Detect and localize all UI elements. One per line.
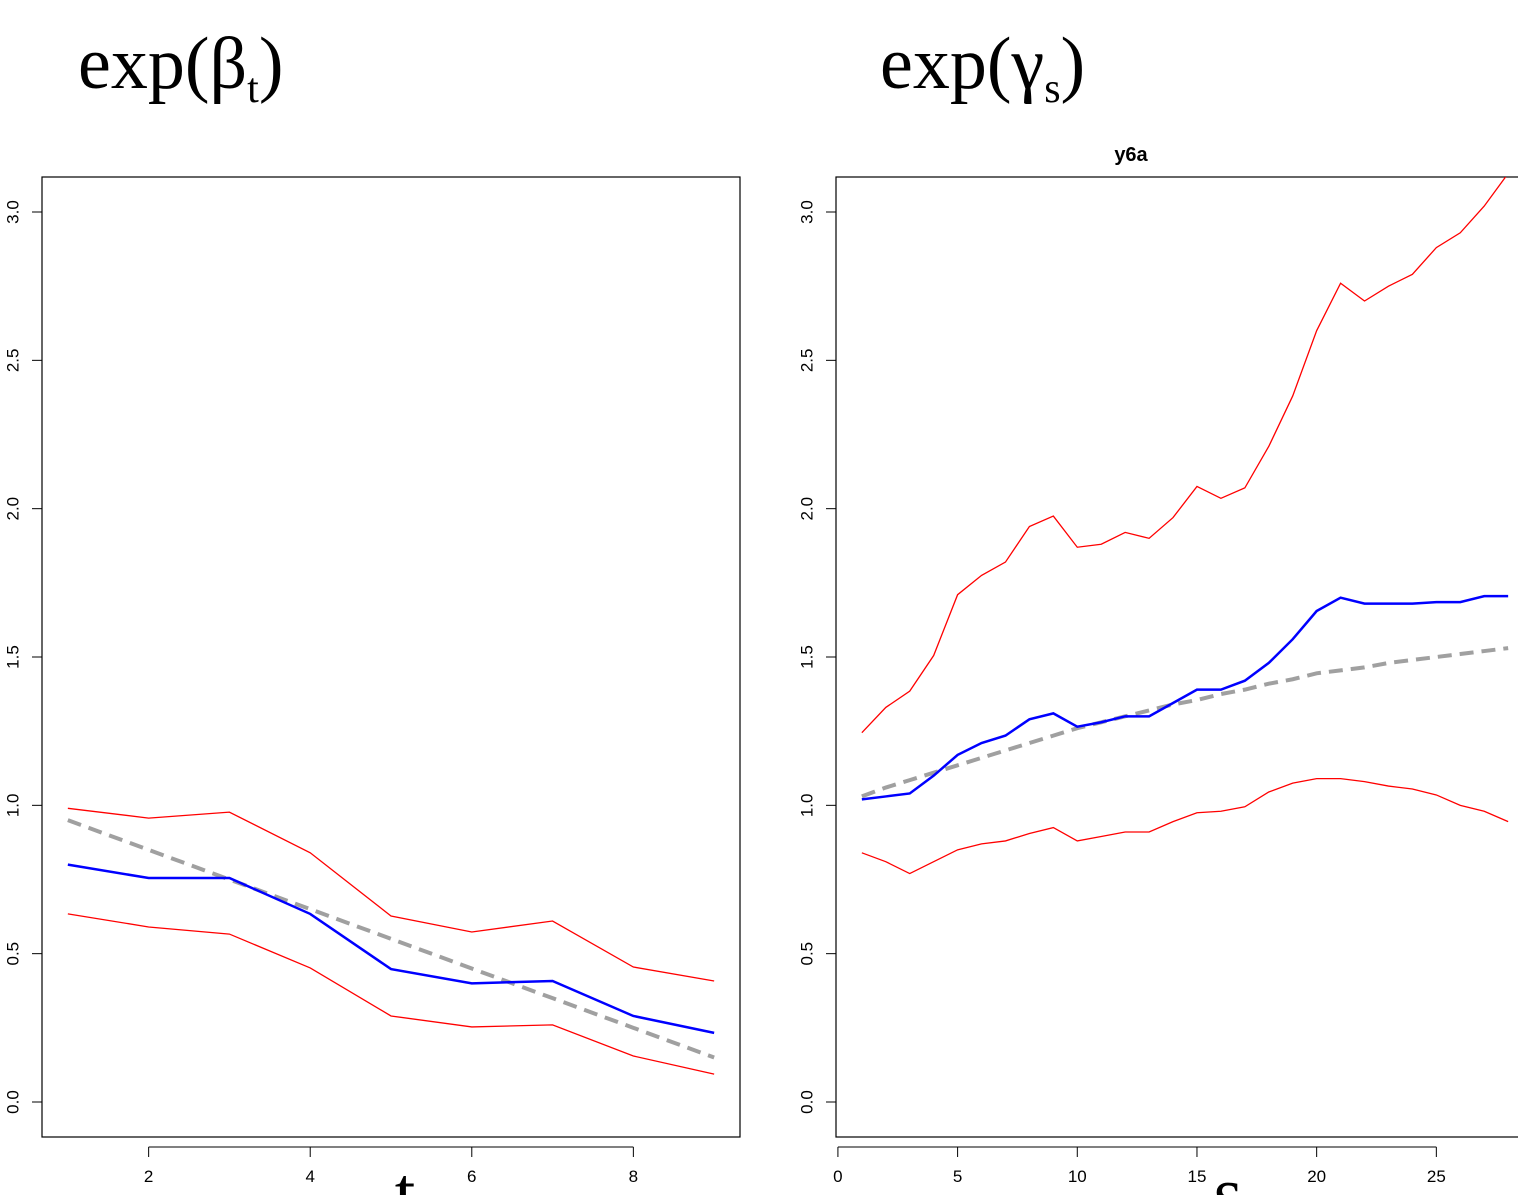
- series-line: [861, 777, 1509, 875]
- y-tick-label: 2.5: [797, 349, 816, 373]
- chart-title: y6a: [1114, 144, 1148, 166]
- series-line: [861, 594, 1509, 801]
- y-tick-label: 0.0: [797, 1090, 816, 1114]
- y-tick-label: 3.0: [797, 200, 816, 224]
- heading-sub: t: [247, 66, 259, 112]
- series-line: [861, 177, 1507, 734]
- series-line: [67, 913, 715, 1075]
- y-tick-label: 0.5: [797, 942, 816, 966]
- plot-box: [41, 176, 741, 1138]
- y-tick-label: 2.0: [3, 497, 22, 521]
- x-axis-label: t: [395, 1153, 416, 1195]
- y-tick-label: 0.0: [3, 1090, 22, 1114]
- y-tick-label: 2.0: [797, 497, 816, 521]
- x-tick-label: 15: [1188, 1167, 1207, 1186]
- y-tick-label: 1.0: [3, 794, 22, 818]
- x-tick-label: 0: [833, 1167, 842, 1186]
- x-tick-label: 5: [953, 1167, 962, 1186]
- y-tick-label: 0.5: [3, 942, 22, 966]
- heading-base: exp(γ: [880, 23, 1044, 105]
- y-tick-label: 1.5: [797, 645, 816, 669]
- heading-base: exp(β: [78, 23, 247, 105]
- plot-box: [835, 176, 1518, 1138]
- x-tick-label: 4: [305, 1167, 314, 1186]
- panel-heading: exp(γs): [880, 23, 1085, 112]
- x-tick-label: 10: [1068, 1167, 1087, 1186]
- series-line: [67, 818, 715, 1060]
- x-tick-label: 8: [629, 1167, 638, 1186]
- series-line: [67, 863, 715, 1035]
- x-tick-label: 20: [1307, 1167, 1326, 1186]
- x-tick-label: 25: [1427, 1167, 1446, 1186]
- x-tick-label: 6: [467, 1167, 476, 1186]
- series-line: [67, 807, 715, 982]
- y-tick-label: 1.5: [3, 645, 22, 669]
- plot-area: [861, 177, 1509, 875]
- y-tick-label: 3.0: [3, 200, 22, 224]
- heading-sub: s: [1044, 66, 1060, 112]
- series-line: [861, 646, 1509, 799]
- panel-heading: exp(βt): [78, 23, 283, 112]
- plot-area: [67, 807, 715, 1075]
- heading-close: ): [259, 23, 284, 105]
- x-tick-label: 2: [144, 1167, 153, 1186]
- x-axis-label: s: [1214, 1153, 1243, 1195]
- y-tick-label: 2.5: [3, 349, 22, 373]
- y-tick-label: 1.0: [797, 794, 816, 818]
- heading-close: ): [1061, 23, 1086, 105]
